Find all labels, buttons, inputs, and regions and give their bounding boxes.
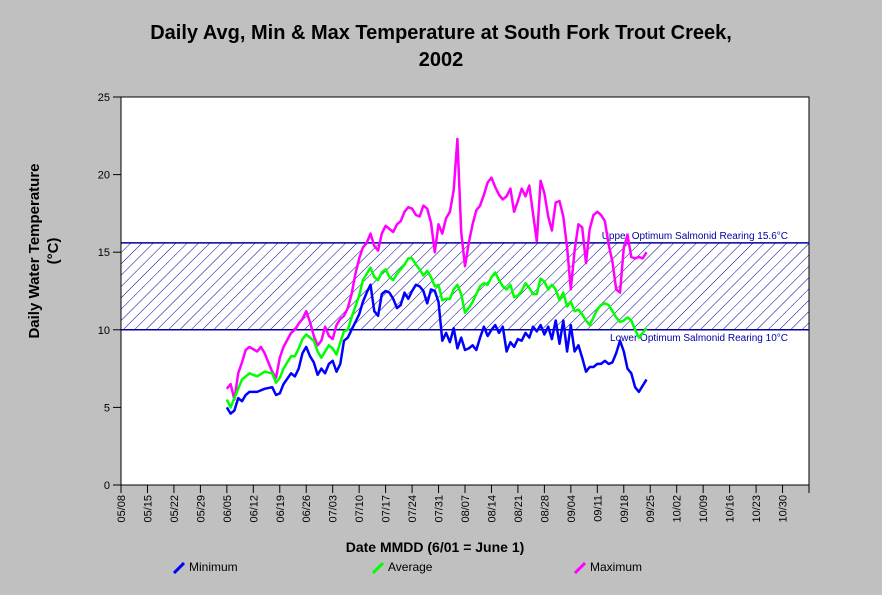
upper-band-label: Upper Optimum Salmonid Rearing 15.6°C — [602, 231, 788, 242]
y-tick-label: 15 — [98, 247, 110, 259]
x-tick-label: 07/31 — [434, 495, 446, 523]
chart-title: Daily Avg, Min & Max Temperature at Sout… — [0, 20, 882, 74]
y-tick-label: 20 — [98, 170, 110, 182]
x-tick-label: 07/17 — [381, 495, 393, 523]
x-tick-label: 05/22 — [169, 495, 181, 523]
legend-item-average: Average — [371, 560, 433, 574]
x-tick-label: 06/05 — [222, 495, 234, 523]
y-tick-label: 5 — [104, 402, 110, 414]
legend-swatch — [371, 561, 385, 574]
y-tick-label: 25 — [98, 92, 110, 104]
y-tick-label: 10 — [98, 325, 110, 337]
legend-label: Average — [388, 560, 433, 574]
x-tick-label: 07/24 — [407, 495, 419, 523]
x-tick-label: 05/29 — [195, 495, 207, 523]
y-axis-label-line2: (°C) — [45, 237, 62, 265]
y-tick-label: 0 — [104, 480, 110, 492]
legend-item-minimum: Minimum — [172, 560, 238, 574]
x-tick-label: 10/30 — [778, 495, 790, 523]
x-tick-label: 09/25 — [645, 495, 657, 523]
chart-title-line2: 2002 — [418, 49, 464, 71]
optimum-band: Upper Optimum Salmonid Rearing 15.6°C Low… — [121, 231, 809, 344]
legend-label: Maximum — [590, 560, 643, 574]
series-line-minimum — [225, 283, 648, 415]
x-tick-label: 07/10 — [354, 495, 366, 523]
legend-swatch — [573, 561, 587, 574]
x-tick-label: 06/19 — [275, 495, 287, 523]
axes: 0 5 10 15 20 25 05/08 05/15 05/22 05/29 06/05 06/12… — [98, 92, 810, 523]
x-tick-label: 08/14 — [486, 495, 498, 523]
lower-band-label: Lower Optimum Salmonid Rearing 10°C — [610, 333, 788, 344]
x-tick-label: 05/08 — [116, 495, 128, 523]
x-tick-label: 09/11 — [592, 495, 604, 522]
x-tick-label: 08/21 — [513, 495, 525, 523]
legend-item-maximum: Maximum — [573, 560, 643, 574]
legend-swatch — [172, 561, 186, 574]
series-lines — [225, 137, 648, 415]
x-tick-label: 09/04 — [566, 495, 578, 523]
y-axis-label-line1: Daily Water Temperature — [26, 163, 43, 339]
x-tick-label: 10/02 — [672, 495, 684, 523]
x-tick-label: 08/07 — [460, 495, 472, 523]
x-tick-label: 08/28 — [539, 495, 551, 523]
x-tick-label: 06/12 — [248, 495, 260, 523]
chart-title-line1: Daily Avg, Min & Max Temperature at Sout… — [150, 22, 732, 44]
series-line-maximum — [225, 137, 648, 401]
x-tick-label: 09/18 — [619, 495, 631, 523]
legend-label: Minimum — [189, 560, 238, 574]
x-tick-label: 10/09 — [698, 495, 710, 523]
x-tick-label: 10/16 — [725, 495, 737, 523]
x-axis-label: Date MMDD (6/01 = June 1) — [345, 539, 525, 555]
y-axis-label: Daily Water Temperature (°C) — [25, 131, 63, 371]
series-line-average — [225, 257, 648, 409]
x-tick-label: 10/23 — [751, 495, 763, 523]
x-tick-label: 07/03 — [328, 495, 340, 523]
x-tick-label: 06/26 — [301, 495, 313, 523]
x-tick-label: 05/15 — [142, 495, 154, 523]
